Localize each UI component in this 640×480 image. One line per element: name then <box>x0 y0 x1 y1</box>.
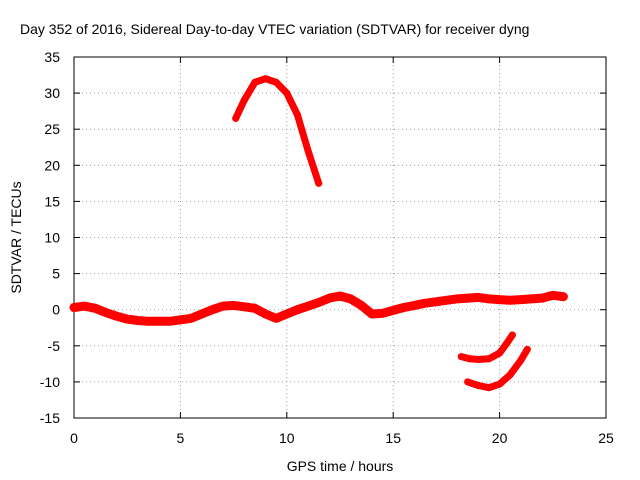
y-tick-label: -10 <box>40 374 60 390</box>
data-point <box>400 304 408 312</box>
data-point <box>538 294 546 302</box>
data-point <box>549 291 557 299</box>
x-tick-label: 25 <box>598 430 614 446</box>
data-point <box>336 292 344 300</box>
data-point <box>508 331 516 339</box>
data-point <box>466 355 474 363</box>
data-point <box>81 302 89 310</box>
data-point <box>517 296 525 304</box>
y-tick-label: 10 <box>44 230 60 246</box>
data-point <box>304 302 312 310</box>
data-point <box>389 306 397 314</box>
x-tick-label: 10 <box>279 430 295 446</box>
data-point <box>251 78 259 86</box>
data-point <box>464 294 472 302</box>
y-axis-label: SDTVAR / TECUs <box>8 181 24 293</box>
data-point <box>357 301 365 309</box>
data-point <box>144 317 152 325</box>
x-tick-label: 5 <box>177 430 185 446</box>
data-point <box>474 293 482 301</box>
y-tick-label: -15 <box>40 410 60 426</box>
data-point <box>219 302 227 310</box>
data-point <box>457 353 465 361</box>
data-point <box>442 296 450 304</box>
data-point <box>123 315 131 323</box>
y-axis-ticks: -15 -10 -5 0 5 10 15 20 25 30 35 <box>40 49 606 426</box>
data-point <box>304 147 312 155</box>
y-tick-label: 15 <box>44 193 60 209</box>
data-point <box>70 304 78 312</box>
data-point <box>283 310 291 318</box>
data-point <box>187 314 195 322</box>
chart-title: Day 352 of 2016, Sidereal Day-to-day VTE… <box>20 21 529 37</box>
data-point <box>315 179 323 187</box>
data-point <box>485 355 493 363</box>
x-tick-label: 15 <box>385 430 401 446</box>
data-point <box>315 298 323 306</box>
x-tick-label: 0 <box>70 430 78 446</box>
y-tick-label: 0 <box>52 302 60 318</box>
x-axis-label: GPS time / hours <box>287 458 394 474</box>
data-point <box>453 295 461 303</box>
series-line-upper-arc <box>232 75 323 187</box>
data-point <box>102 309 110 317</box>
data-point <box>485 295 493 303</box>
data-point <box>240 303 248 311</box>
x-tick-label: 20 <box>492 430 508 446</box>
data-point <box>517 356 525 364</box>
y-tick-label: 25 <box>44 121 60 137</box>
data-point <box>272 78 280 86</box>
data-point <box>113 312 121 320</box>
data-point <box>208 306 216 314</box>
data-point <box>251 304 259 312</box>
data-point <box>474 382 482 390</box>
data-point <box>496 380 504 388</box>
data-point <box>464 378 472 386</box>
data-point <box>134 317 142 325</box>
data-point <box>347 295 355 303</box>
y-tick-label: 35 <box>44 49 60 65</box>
data-point <box>283 89 291 97</box>
data-point <box>293 306 301 314</box>
data-point <box>432 298 440 306</box>
data-point <box>166 317 174 325</box>
data-point <box>506 371 514 379</box>
data-point <box>155 317 163 325</box>
data-point <box>272 314 280 322</box>
data-point <box>559 293 567 301</box>
data-point <box>232 114 240 122</box>
grid-lines <box>74 57 606 418</box>
data-point <box>325 294 333 302</box>
data-point <box>506 296 514 304</box>
data-point <box>240 96 248 104</box>
data-point <box>410 301 418 309</box>
data-point <box>91 304 99 312</box>
data-point <box>502 340 510 348</box>
data-point <box>176 316 184 324</box>
data-point <box>474 356 482 364</box>
y-tick-label: -5 <box>48 338 61 354</box>
data-point <box>368 310 376 318</box>
y-tick-label: 30 <box>44 85 60 101</box>
data-point <box>523 345 531 353</box>
x-axis-ticks: 0 5 10 15 20 25 <box>70 57 614 446</box>
data-point <box>230 301 238 309</box>
data-point <box>496 349 504 357</box>
y-tick-label: 20 <box>44 157 60 173</box>
data-point <box>379 309 387 317</box>
data-point <box>496 296 504 304</box>
data-point <box>485 384 493 392</box>
data-point <box>262 75 270 83</box>
y-tick-label: 5 <box>52 266 60 282</box>
data-point <box>198 310 206 318</box>
data-point <box>421 299 429 307</box>
series-group <box>69 75 568 392</box>
data-point <box>293 111 301 119</box>
data-point <box>528 295 536 303</box>
data-point <box>262 310 270 318</box>
